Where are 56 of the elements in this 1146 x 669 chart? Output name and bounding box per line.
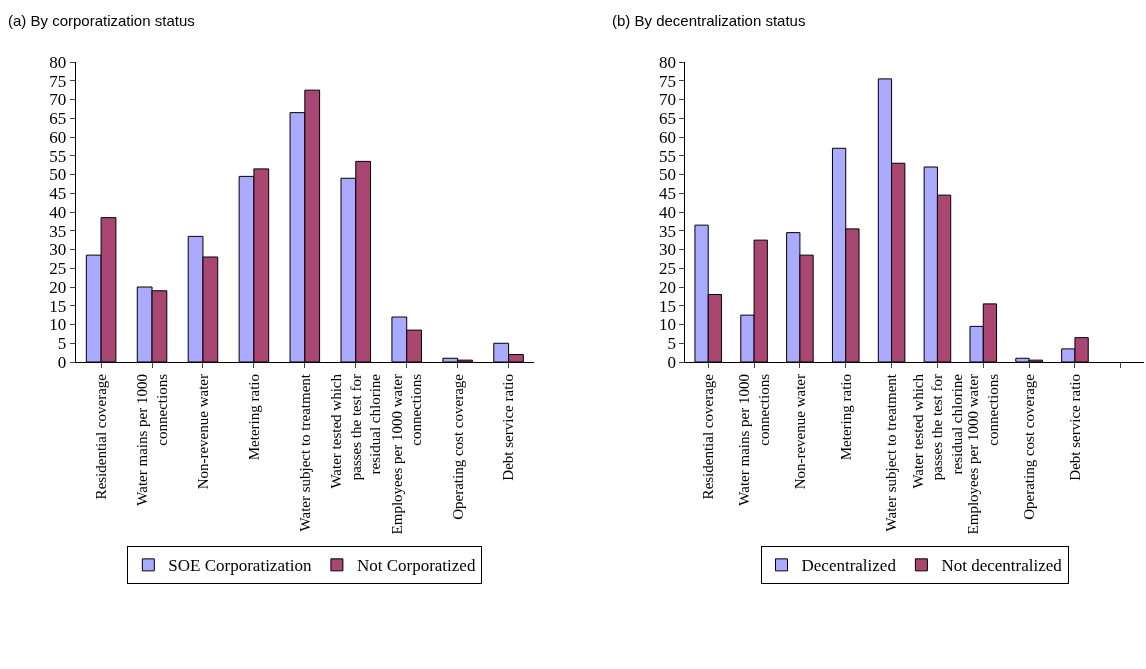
- x-tick-label: Metering ratio: [245, 374, 262, 461]
- y-tick-label: 40: [49, 202, 67, 222]
- x-tick-label: Debt service ratio: [1066, 374, 1083, 481]
- x-tick-label: Water subject to treatment: [296, 373, 313, 532]
- y-tick-label: 75: [49, 71, 67, 91]
- y-tick-label: 45: [49, 184, 67, 204]
- y-tick-label: 10: [49, 315, 67, 335]
- y-tick-label: 10: [658, 315, 676, 335]
- y-tick-label: 30: [658, 240, 676, 260]
- y-tick-label: 0: [667, 352, 676, 372]
- y-tick-label: 65: [49, 109, 67, 129]
- legend-label: Not decentralized: [941, 556, 1063, 576]
- x-tick-label: Non-revenue water: [194, 374, 211, 490]
- y-tick-label: 15: [49, 296, 67, 316]
- y-tick-label: 55: [658, 146, 676, 166]
- y-tick-label: 50: [658, 165, 676, 185]
- y-tick-label: 40: [658, 202, 676, 222]
- y-tick-label: 60: [49, 127, 67, 147]
- x-tick-label: Water mains per 1000 connections: [736, 373, 772, 506]
- y-tick-label: 20: [658, 277, 676, 297]
- legend-label: Decentralized: [801, 556, 897, 576]
- y-tick-label: 75: [658, 71, 676, 91]
- y-tick-label: 70: [49, 90, 67, 110]
- y-tick-label: 15: [658, 296, 676, 316]
- y-tick-label: 0: [57, 352, 67, 372]
- x-tick-label: Non-revenue water: [791, 374, 808, 490]
- x-tick-label: Residential coverage: [700, 373, 717, 500]
- x-tick-label: Water tested which passes the test for residual chlorine: [328, 373, 384, 489]
- x-tick-label: Metering ratio: [837, 374, 854, 461]
- y-tick-label: 30: [49, 240, 67, 260]
- y-tick-label: 35: [658, 221, 676, 241]
- y-tick-label: 5: [57, 334, 67, 354]
- y-tick-label: 65: [658, 109, 676, 129]
- x-tick-label: Operating cost coverage: [1020, 373, 1037, 520]
- y-tick-label: 60: [658, 127, 676, 147]
- x-tick-label: Operating cost coverage: [449, 373, 466, 520]
- y-tick-label: 80: [49, 52, 67, 72]
- y-tick-label: 35: [49, 221, 67, 241]
- x-tick-label: Water mains per 1000 connections: [134, 373, 170, 506]
- legend-label: Not Corporatized: [356, 556, 476, 576]
- y-tick-label: 70: [658, 90, 676, 110]
- x-tick-label: Debt service ratio: [500, 374, 517, 481]
- y-tick-label: 80: [658, 52, 676, 72]
- x-tick-label: Water tested which passes the test for residual chlorine: [909, 373, 965, 489]
- y-tick-label: 25: [49, 259, 67, 279]
- x-tick-label: Residential coverage: [92, 373, 109, 500]
- x-tick-label: Water subject to treatment: [883, 373, 900, 532]
- y-tick-label: 20: [49, 277, 67, 297]
- y-tick-label: 55: [49, 146, 67, 166]
- chart-title: (b) By decentralization status: [612, 12, 806, 29]
- y-tick-label: 25: [658, 259, 676, 279]
- legend-label: SOE Corporatization: [168, 556, 312, 576]
- y-tick-label: 5: [667, 334, 676, 354]
- y-tick-label: 45: [658, 184, 676, 204]
- y-tick-label: 50: [49, 165, 67, 185]
- chart-title: (a) By corporatization status: [8, 12, 195, 29]
